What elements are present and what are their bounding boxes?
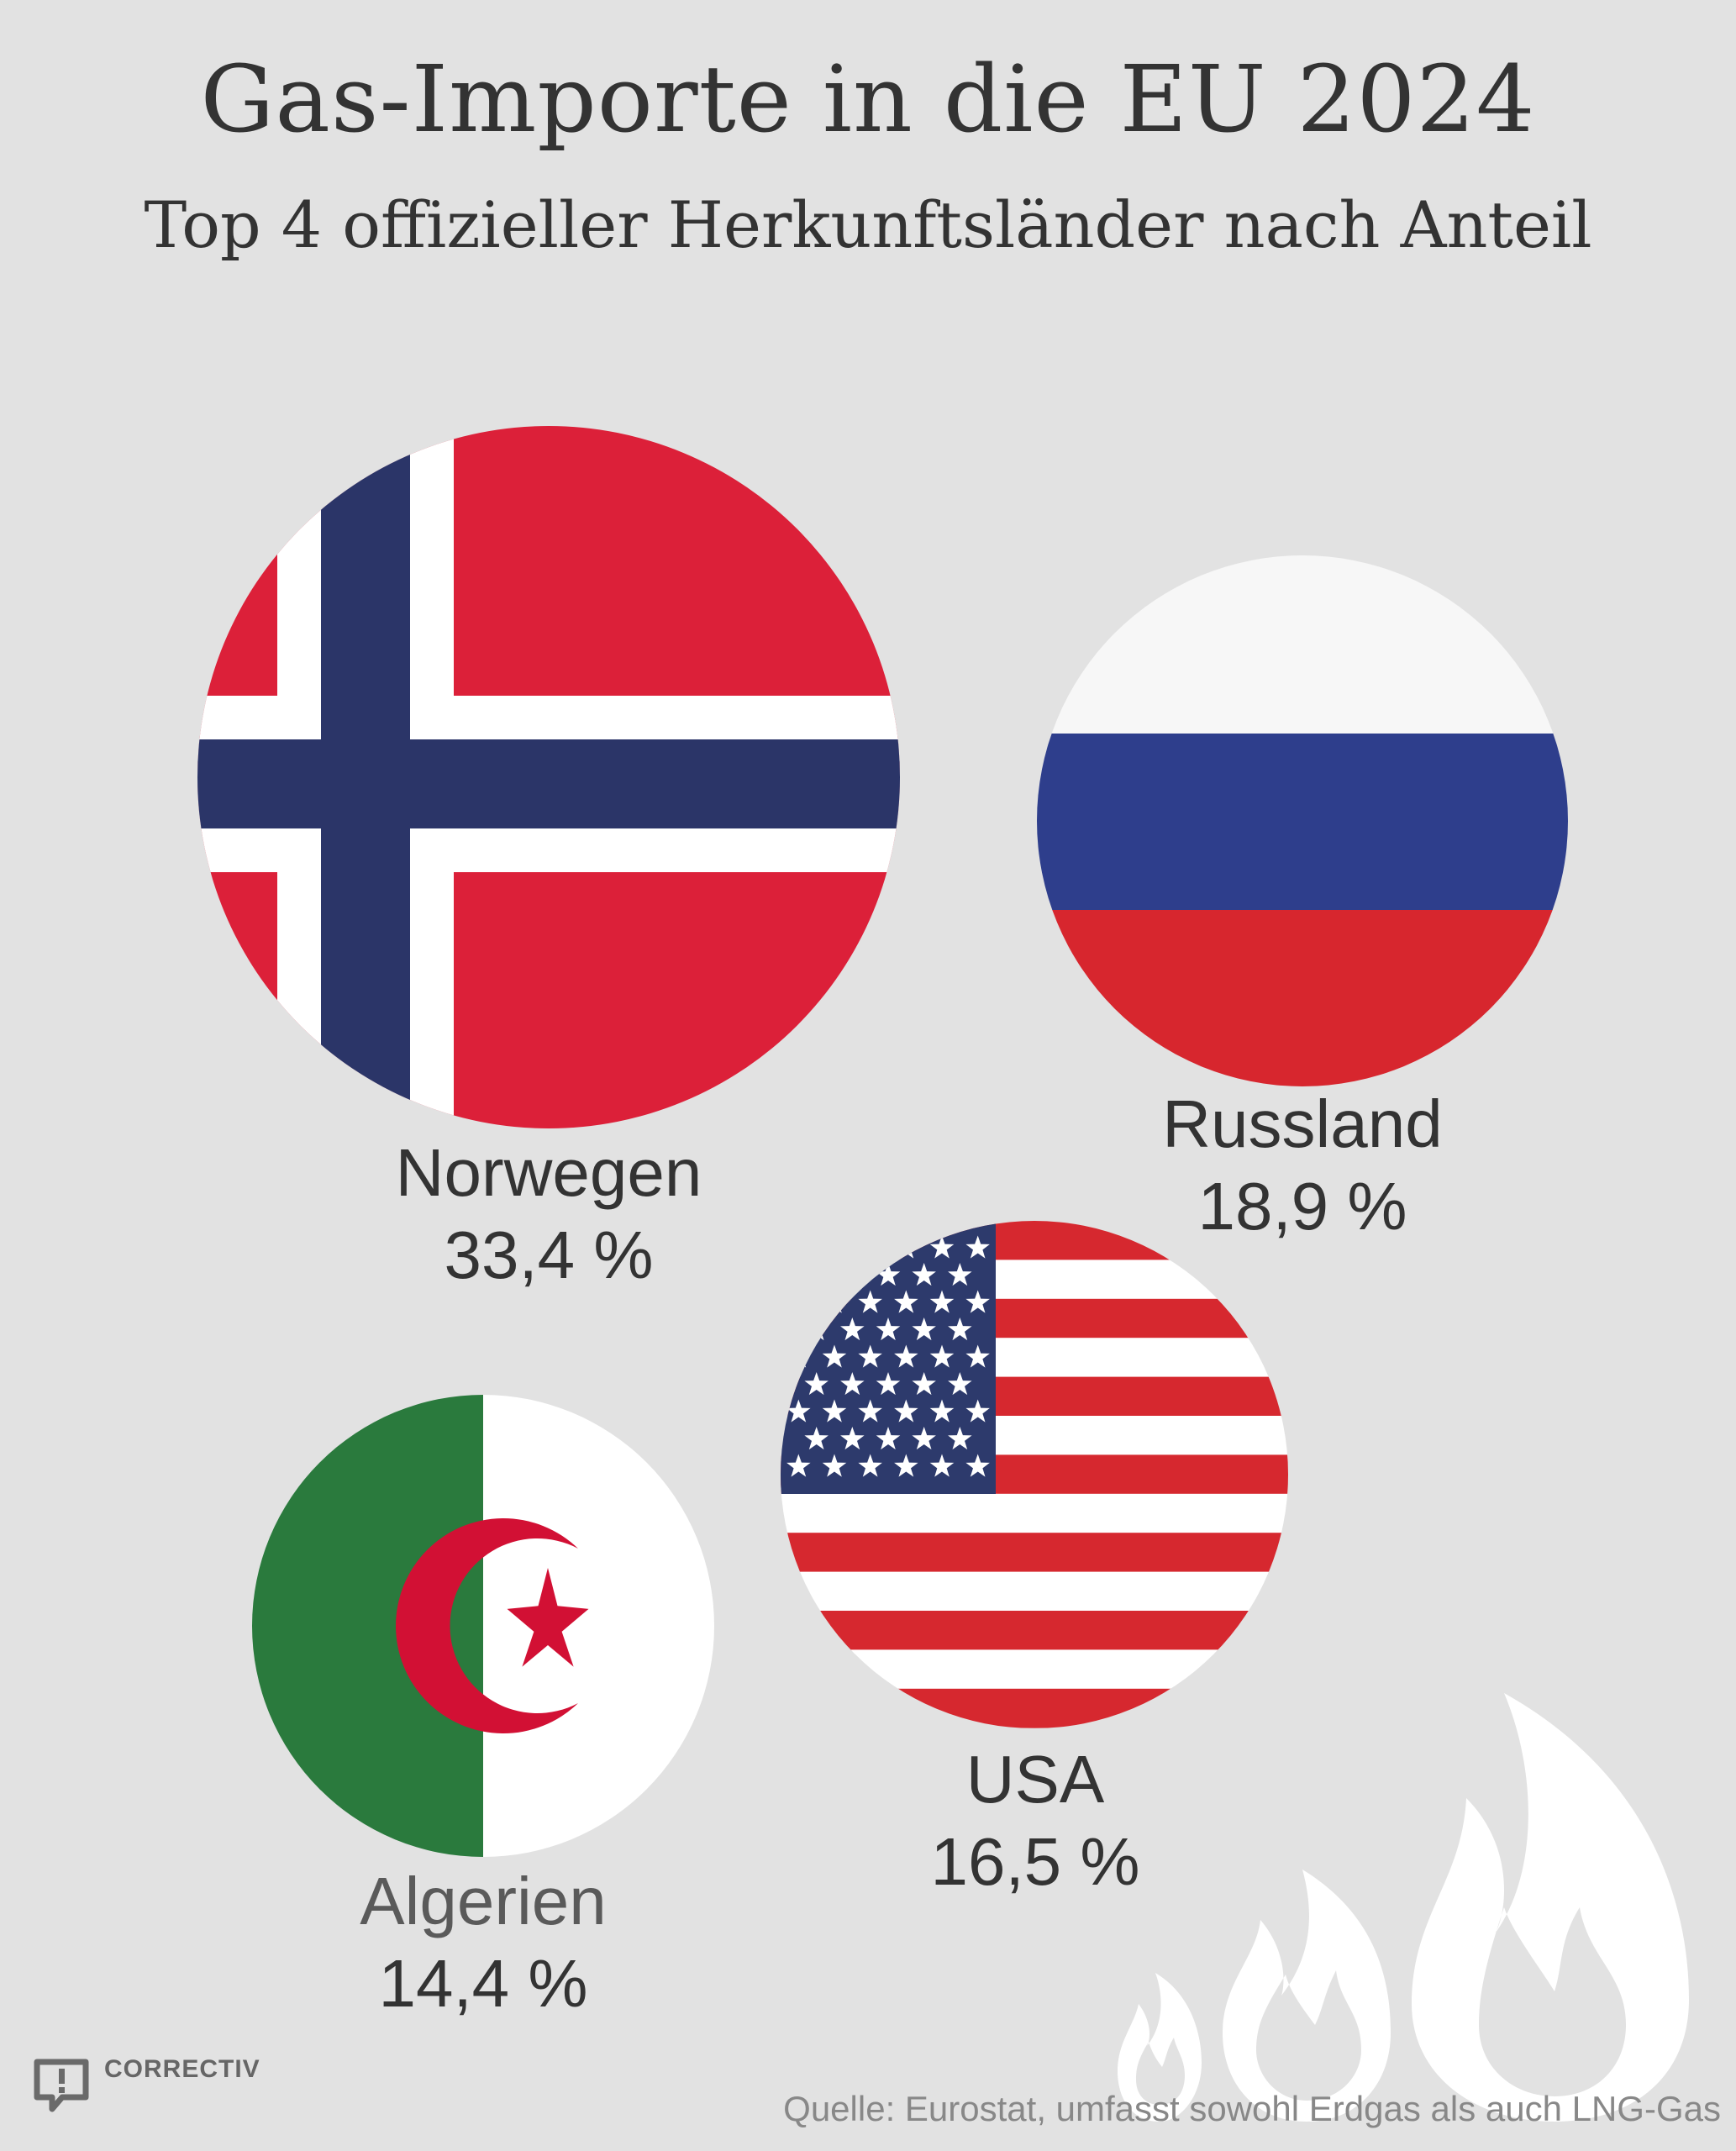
us-star xyxy=(786,1454,811,1477)
correctiv-logo-icon xyxy=(34,2059,89,2112)
us-star xyxy=(948,1427,972,1450)
us-star xyxy=(894,1344,918,1368)
ru-red xyxy=(1037,910,1568,1086)
dz-crescent xyxy=(396,1518,578,1733)
us-stripe xyxy=(781,1688,1288,1728)
us-star xyxy=(912,1372,936,1396)
us-star xyxy=(894,1399,918,1423)
us-star xyxy=(858,1454,882,1477)
algeria-flag-bubble xyxy=(252,1395,714,1857)
ru-blue xyxy=(1037,734,1568,910)
country-value: 14,4 % xyxy=(378,1946,588,2021)
us-star xyxy=(929,1399,955,1423)
us-star xyxy=(876,1317,901,1341)
us-star xyxy=(912,1427,936,1450)
us-stripe xyxy=(781,1533,1288,1573)
us-stripe xyxy=(781,1493,1288,1533)
label-norwegen: Norwegen 33,4 % xyxy=(297,1133,801,1297)
us-star xyxy=(948,1372,972,1396)
us-star xyxy=(929,1454,955,1477)
us-star xyxy=(840,1317,865,1341)
us-star xyxy=(965,1344,990,1368)
us-stripe xyxy=(781,1260,1288,1300)
us-star xyxy=(840,1427,865,1450)
us-stripe xyxy=(781,1649,1288,1690)
us-star xyxy=(929,1344,955,1368)
us-star xyxy=(858,1235,882,1259)
dz-white xyxy=(483,1395,714,1857)
chart-title: Gas-Importe in die EU 2024 xyxy=(200,45,1536,153)
us-star xyxy=(965,1454,990,1477)
country-value: 16,5 % xyxy=(930,1824,1140,1899)
us-star xyxy=(858,1344,882,1368)
us-star xyxy=(948,1317,972,1341)
us-stripe xyxy=(781,1571,1288,1612)
label-algerien: Algerien 14,4 % xyxy=(231,1861,735,2026)
us-canton xyxy=(781,1221,996,1494)
russia-flag-bubble xyxy=(1037,555,1568,1086)
us-star xyxy=(840,1263,865,1286)
us-star xyxy=(876,1263,901,1286)
country-value: 18,9 % xyxy=(1197,1169,1407,1244)
country-name: USA xyxy=(965,1742,1105,1817)
us-star xyxy=(912,1263,936,1286)
flame-icons xyxy=(1118,1693,1689,2122)
ru-white xyxy=(1037,555,1568,734)
usa-flag-bubble xyxy=(781,1221,1288,1728)
us-star xyxy=(804,1263,829,1286)
us-star xyxy=(965,1235,990,1259)
us-star xyxy=(894,1290,918,1313)
country-value: 33,4 % xyxy=(444,1217,654,1292)
country-name: Russland xyxy=(1162,1086,1443,1161)
us-star xyxy=(858,1399,882,1423)
country-name: Algerien xyxy=(360,1864,607,1938)
us-star xyxy=(912,1317,936,1341)
us-stripe xyxy=(781,1611,1288,1650)
correctiv-logo: CORRECTIV xyxy=(34,2055,260,2084)
us-star xyxy=(804,1372,829,1396)
no-cross-blue-h xyxy=(197,739,900,828)
us-star xyxy=(876,1427,901,1450)
flame-large-icon xyxy=(1412,1693,1689,2122)
us-star xyxy=(840,1372,865,1396)
label-usa: USA 16,5 % xyxy=(783,1739,1287,1904)
us-star xyxy=(894,1454,918,1477)
us-star xyxy=(822,1344,847,1368)
flame-small-icon xyxy=(1118,1973,1202,2122)
source-note: Quelle: Eurostat, umfasst sowohl Erdgas … xyxy=(783,2089,1721,2128)
us-star xyxy=(822,1454,847,1477)
country-name: Norwegen xyxy=(395,1135,702,1210)
us-star xyxy=(929,1290,955,1313)
us-star xyxy=(876,1372,901,1396)
us-star xyxy=(929,1235,955,1259)
logo-text: CORRECTIV xyxy=(104,2055,260,2083)
us-star xyxy=(822,1399,847,1423)
us-star xyxy=(948,1263,972,1286)
chart-subtitle: Top 4 offizieller Herkunftsländer nach A… xyxy=(144,187,1592,262)
dz-star xyxy=(507,1568,589,1667)
us-star xyxy=(804,1427,829,1450)
us-star xyxy=(822,1235,847,1259)
us-star xyxy=(858,1290,882,1313)
us-star xyxy=(786,1399,811,1423)
label-russland: Russland 18,9 % xyxy=(1050,1084,1555,1249)
norway-flag-bubble xyxy=(197,426,900,1128)
us-star xyxy=(965,1399,990,1423)
us-star xyxy=(965,1290,990,1313)
flame-medium-icon xyxy=(1223,1870,1391,2122)
